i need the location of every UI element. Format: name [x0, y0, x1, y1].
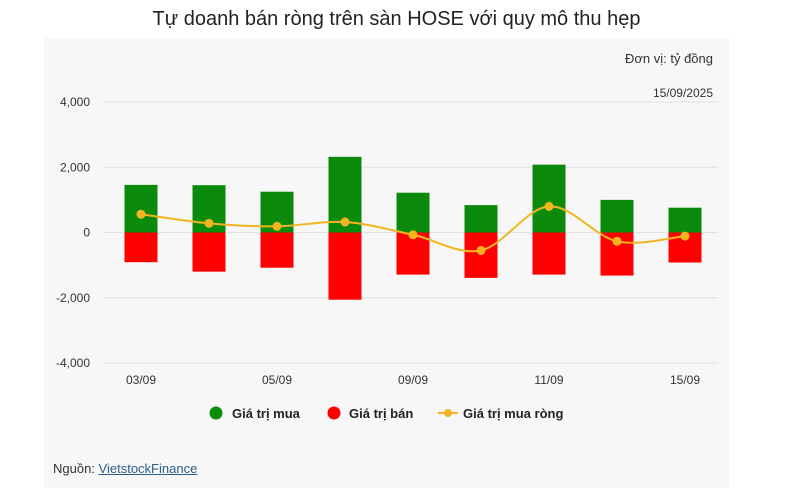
buy-bar — [464, 205, 498, 233]
sell-bar — [532, 232, 566, 275]
date-label: 15/09/2025 — [652, 86, 713, 100]
sell-bar — [396, 232, 430, 275]
net-point — [680, 231, 690, 241]
buy-bar — [124, 184, 158, 233]
sell-bar — [260, 232, 294, 268]
source-note: Nguồn: VietstockFinance — [53, 461, 197, 476]
net-point — [476, 245, 486, 255]
buy-bar — [532, 164, 566, 233]
buy-bar — [396, 192, 430, 233]
net-point — [204, 218, 214, 228]
x-tick-label: 09/09 — [398, 373, 428, 387]
chart-title: Tự doanh bán ròng trên sàn HOSE với quy … — [152, 8, 641, 30]
legend-marker — [327, 406, 341, 420]
legend-label: Giá trị mua — [232, 406, 301, 421]
source-link[interactable]: VietstockFinance — [98, 461, 198, 476]
y-tick-label: 2,000 — [60, 160, 90, 174]
buy-bar — [600, 199, 634, 233]
y-tick-label: 0 — [83, 226, 90, 240]
x-tick-label: 05/09 — [262, 373, 292, 387]
net-point — [136, 209, 146, 219]
unit-label: Đơn vị: tỷ đồng — [624, 51, 713, 66]
x-tick-label: 15/09 — [670, 373, 700, 387]
source-prefix: Nguồn: — [53, 461, 99, 476]
y-tick-label: 4,000 — [60, 95, 90, 109]
legend-marker — [444, 409, 452, 417]
legend-marker — [209, 406, 223, 420]
net-point — [612, 236, 622, 246]
legend-label: Giá trị mua ròng — [463, 406, 563, 421]
net-point — [544, 201, 554, 211]
buy-bar — [668, 207, 702, 233]
net-point — [272, 221, 282, 231]
sell-bar — [328, 232, 362, 300]
sell-bar — [124, 232, 158, 263]
legend-label: Giá trị bán — [349, 406, 413, 421]
x-tick-label: 03/09 — [126, 373, 156, 387]
y-tick-label: -4,000 — [56, 356, 90, 370]
y-tick-label: -2,000 — [56, 291, 90, 305]
net-point — [408, 230, 418, 240]
sell-bar — [192, 232, 226, 272]
sell-bar — [464, 232, 498, 278]
net-point — [340, 217, 350, 227]
x-tick-label: 11/09 — [534, 373, 563, 387]
